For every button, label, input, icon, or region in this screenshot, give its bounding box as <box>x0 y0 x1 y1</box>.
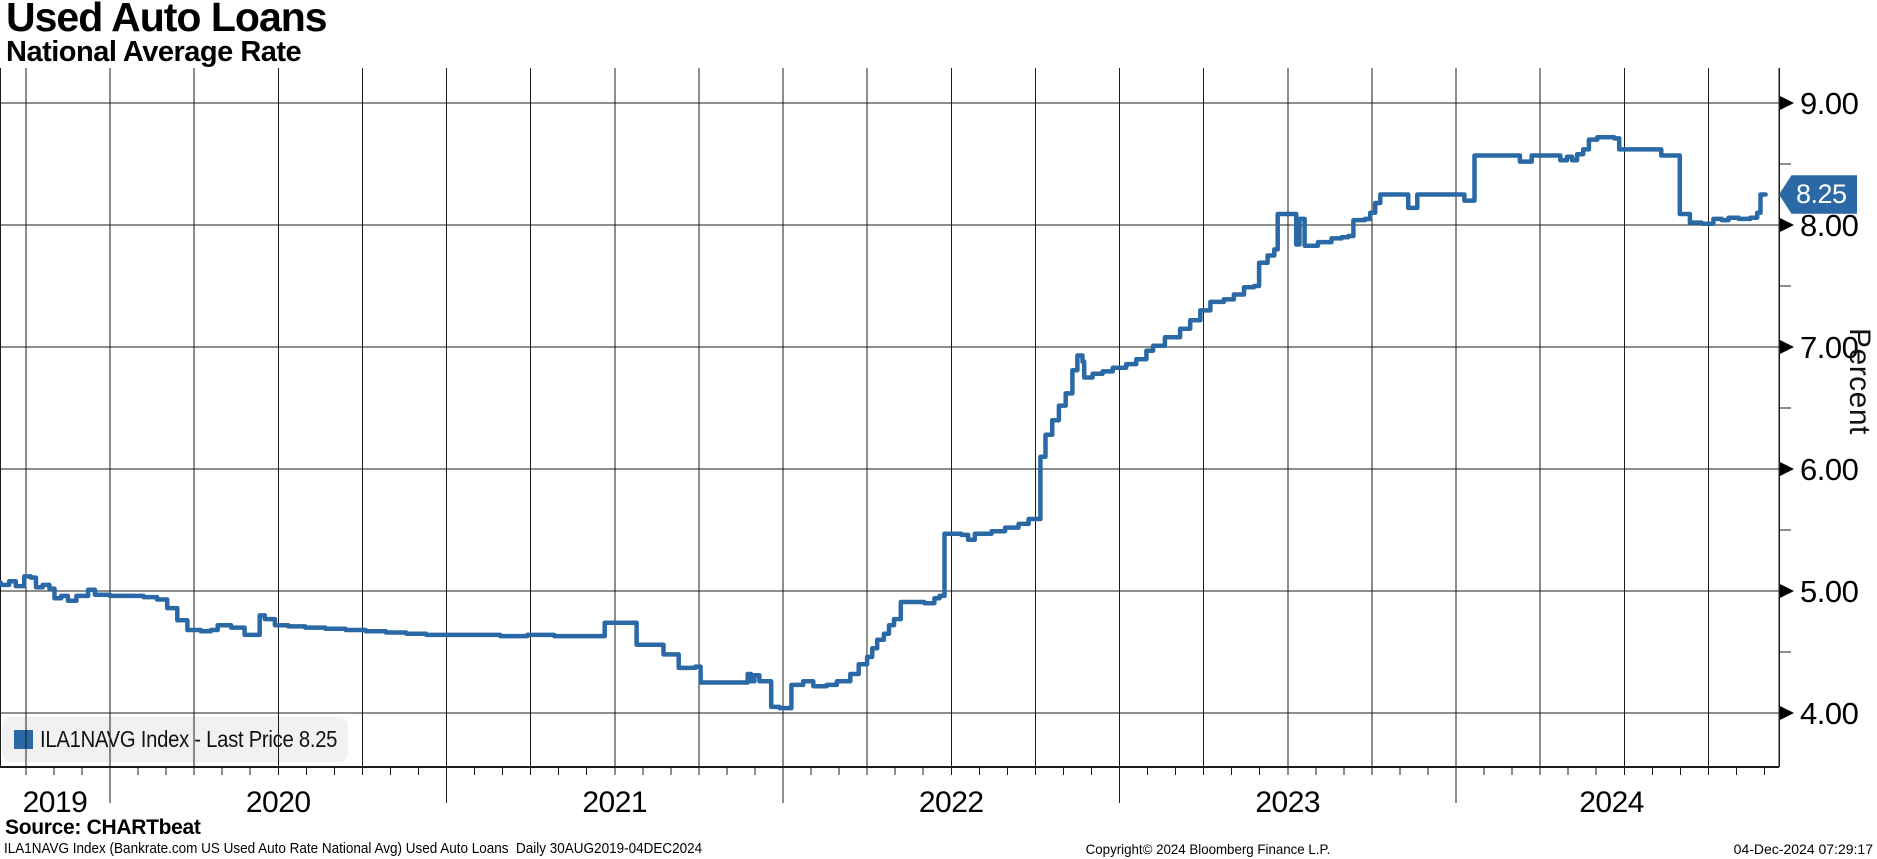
footer-description: ILA1NAVG Index (Bankrate.com US Used Aut… <box>4 840 703 857</box>
page-subtitle: National Average Rate <box>6 36 302 68</box>
footer-timestamp: 04-Dec-2024 07:29:17 <box>1733 841 1873 857</box>
y-tick-arrow-icon <box>1780 96 1794 110</box>
y-tick-label: 9.00 <box>1800 86 1859 121</box>
x-year-label: 2020 <box>246 786 311 819</box>
x-year-label: 2021 <box>582 786 647 819</box>
y-tick-arrow-icon <box>1780 218 1794 232</box>
y-tick-label: 4.00 <box>1800 696 1859 731</box>
source-line: Source: CHARTbeat <box>5 816 201 839</box>
y-tick-label: 5.00 <box>1800 574 1859 609</box>
x-year-label: 2023 <box>1255 786 1320 819</box>
y-tick-arrow-icon <box>1780 462 1794 476</box>
y-tick-arrow-icon <box>1780 584 1794 598</box>
legend-label: ILA1NAVG Index - Last Price 8.25 <box>40 726 338 752</box>
footer-copyright: Copyright© 2024 Bloomberg Finance L.P. <box>1085 841 1331 857</box>
last-price-tag: 8.25 <box>1779 175 1857 214</box>
y-tick-label: 7.00 <box>1800 330 1859 365</box>
x-year-label: 2024 <box>1579 786 1644 819</box>
series-line <box>0 134 1768 711</box>
y-tick-arrow-icon <box>1780 706 1794 720</box>
page-title: Used Auto Loans <box>6 0 328 40</box>
series-marker-icon <box>14 730 33 749</box>
y-tick-arrow-icon <box>1780 340 1794 354</box>
y-tick-label: 6.00 <box>1800 452 1859 487</box>
last-price-value: 8.25 <box>1796 179 1847 209</box>
x-year-label: 2019 <box>23 786 88 819</box>
y-axis-title: Percent <box>1843 328 1876 435</box>
legend: ILA1NAVG Index - Last Price 8.25 <box>2 717 348 762</box>
y-tick-label: 8.00 <box>1800 208 1859 243</box>
x-year-label: 2022 <box>919 786 984 819</box>
